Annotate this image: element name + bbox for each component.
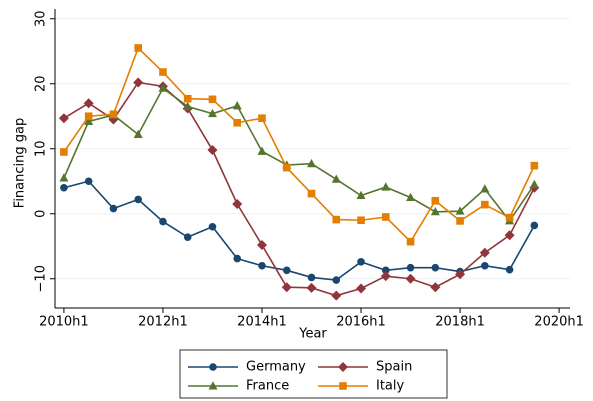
marker [356,283,367,294]
x-tick-label: 2020h1 [534,315,584,330]
y-tick-label: 20 [34,75,49,92]
marker [505,213,514,222]
marker [84,112,93,121]
marker [307,273,316,282]
marker [232,101,242,110]
legend-label: Spain [376,360,412,375]
marker [258,261,266,270]
marker [60,183,68,192]
marker [307,158,317,168]
marker [456,217,464,225]
x-tick-label: 2012h1 [138,315,188,330]
marker [83,98,94,109]
marker [134,44,142,52]
marker [479,247,490,258]
marker [134,195,142,204]
marker [58,113,69,124]
marker [158,83,168,92]
marker [232,199,243,209]
marker [530,221,539,230]
marker [338,362,348,372]
legend-label: Germany [246,360,306,375]
marker [406,237,415,246]
x-tick-label: 2010h1 [39,315,89,330]
marker [281,282,292,293]
marker [233,254,242,263]
x-axis-label: Year [298,327,327,342]
x-tick-label: 2016h1 [336,315,386,330]
marker [60,148,68,156]
marker [332,215,341,224]
marker [331,174,341,183]
marker [406,263,415,272]
series-line [63,46,536,243]
marker [306,282,317,293]
marker [59,173,69,182]
marker [405,273,416,284]
marker [183,94,192,103]
marker [307,189,316,198]
marker [381,266,390,275]
marker [282,266,291,275]
y-tick-label: −10 [34,265,49,292]
marker [258,114,266,122]
marker [331,290,342,301]
legend-label: France [246,379,289,394]
marker [207,145,218,156]
marker [357,258,365,266]
marker [209,363,217,371]
marker [481,261,489,270]
marker [159,68,167,76]
series-line [63,81,536,297]
marker [84,116,94,125]
marker [84,177,93,186]
marker [183,233,192,241]
y-tick-label: 30 [34,10,49,27]
marker [455,206,465,215]
marker [455,269,466,280]
marker [406,192,416,201]
marker [480,184,490,193]
series-line [63,87,536,223]
series-line [63,180,536,281]
marker [208,381,218,390]
marker [529,179,539,188]
y-tick-label: 10 [34,140,49,157]
marker [256,239,267,250]
marker [133,129,143,138]
marker [208,222,217,231]
marker [431,196,440,205]
marker [133,77,144,88]
marker [282,163,291,172]
marker [207,108,217,118]
marker [380,271,391,282]
marker [381,182,391,191]
marker [481,200,489,209]
marker [109,110,118,119]
legend-label: Italy [376,379,405,394]
y-axis-label: Financing gap [13,118,28,208]
marker [159,217,167,226]
marker [504,230,515,241]
y-tick-label: 0 [34,210,49,218]
marker [233,118,242,127]
marker [339,382,347,390]
marker [430,207,440,216]
marker [430,282,441,293]
marker [109,204,118,213]
marker [357,216,365,225]
marker [431,263,440,272]
marker [356,190,366,200]
x-tick-label: 2018h1 [435,315,485,330]
legend-box [179,349,448,399]
marker [183,101,193,110]
marker [257,146,267,155]
marker [381,213,390,221]
marker [505,265,514,274]
marker [208,95,217,104]
marker [530,161,539,170]
x-tick-label: 2014h1 [237,315,287,330]
marker [332,276,341,284]
